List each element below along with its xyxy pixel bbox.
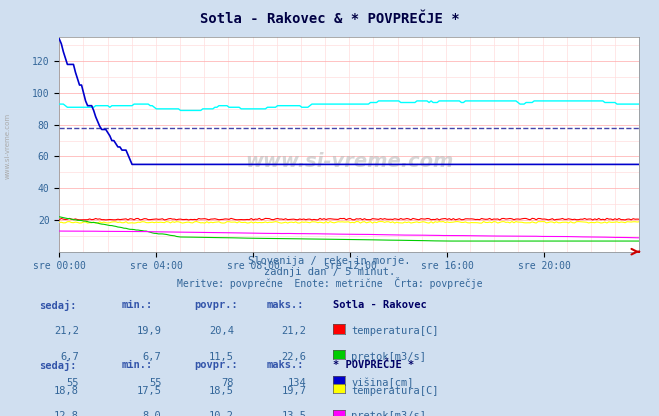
Text: 6,7: 6,7 (143, 352, 161, 362)
Text: 8,0: 8,0 (143, 411, 161, 416)
Text: povpr.:: povpr.: (194, 360, 238, 370)
Text: pretok[m3/s]: pretok[m3/s] (351, 411, 426, 416)
Text: 19,9: 19,9 (136, 326, 161, 336)
Text: 20,4: 20,4 (209, 326, 234, 336)
Text: 6,7: 6,7 (61, 352, 79, 362)
Text: sedaj:: sedaj: (40, 300, 77, 312)
Text: 12,8: 12,8 (54, 411, 79, 416)
Text: * POVPREČJE *: * POVPREČJE * (333, 360, 414, 370)
Text: temperatura[C]: temperatura[C] (351, 326, 439, 336)
Text: 19,7: 19,7 (281, 386, 306, 396)
Text: 134: 134 (288, 378, 306, 388)
Text: temperatura[C]: temperatura[C] (351, 386, 439, 396)
Text: 18,5: 18,5 (209, 386, 234, 396)
Text: povpr.:: povpr.: (194, 300, 238, 310)
Text: Meritve: povprečne  Enote: metrične  Črta: povprečje: Meritve: povprečne Enote: metrične Črta:… (177, 277, 482, 289)
Text: 11,5: 11,5 (209, 352, 234, 362)
Text: 17,5: 17,5 (136, 386, 161, 396)
Text: 78: 78 (221, 378, 234, 388)
Text: Slovenija / reke in morje.: Slovenija / reke in morje. (248, 256, 411, 266)
Text: sedaj:: sedaj: (40, 360, 77, 371)
Text: višina[cm]: višina[cm] (351, 378, 414, 388)
Text: 18,8: 18,8 (54, 386, 79, 396)
Text: 10,2: 10,2 (209, 411, 234, 416)
Text: 21,2: 21,2 (54, 326, 79, 336)
Text: 22,6: 22,6 (281, 352, 306, 362)
Text: www.si-vreme.com: www.si-vreme.com (245, 152, 453, 171)
Text: 55: 55 (149, 378, 161, 388)
Text: 55: 55 (67, 378, 79, 388)
Text: min.:: min.: (122, 300, 153, 310)
Text: min.:: min.: (122, 360, 153, 370)
Text: 13,5: 13,5 (281, 411, 306, 416)
Text: www.si-vreme.com: www.si-vreme.com (5, 113, 11, 178)
Text: Sotla - Rakovec & * POVPREČJE *: Sotla - Rakovec & * POVPREČJE * (200, 12, 459, 26)
Text: 21,2: 21,2 (281, 326, 306, 336)
Text: maks.:: maks.: (267, 300, 304, 310)
Text: Sotla - Rakovec: Sotla - Rakovec (333, 300, 426, 310)
Text: pretok[m3/s]: pretok[m3/s] (351, 352, 426, 362)
Text: zadnji dan / 5 minut.: zadnji dan / 5 minut. (264, 267, 395, 277)
Text: maks.:: maks.: (267, 360, 304, 370)
